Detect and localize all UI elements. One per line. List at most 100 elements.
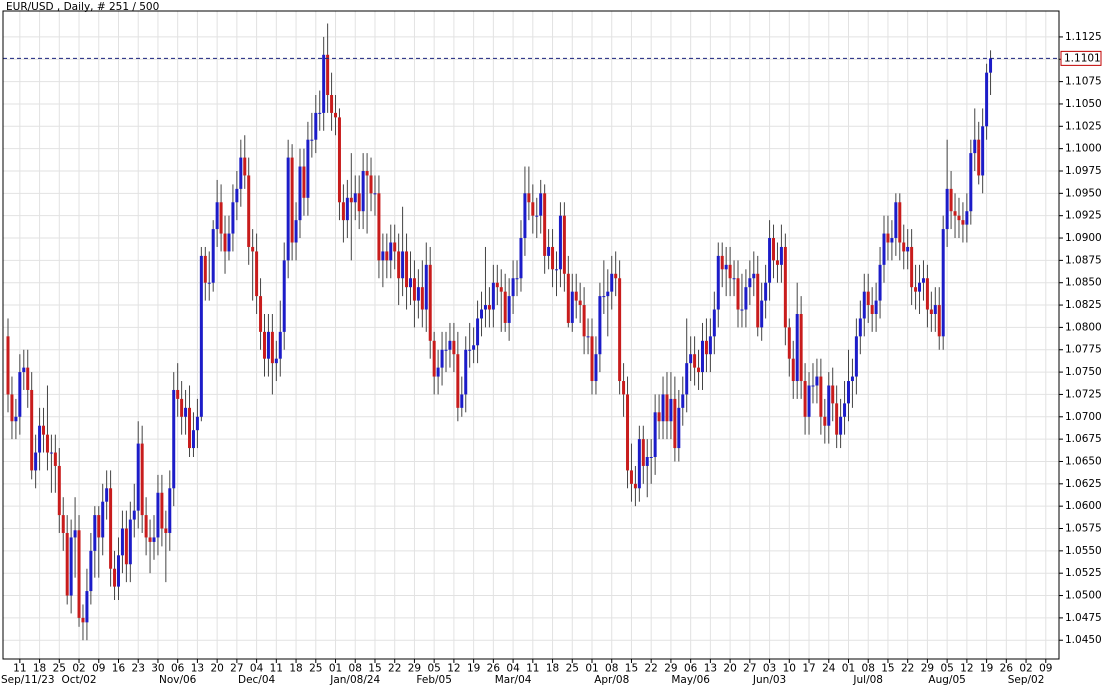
candle-body (732, 278, 736, 280)
candle-body (535, 215, 539, 217)
candle-body (562, 215, 566, 274)
candle-body (823, 416, 827, 426)
y-tick-label: 1.0525 (1065, 567, 1102, 579)
candle-body (957, 215, 961, 221)
candle-body (353, 193, 357, 203)
x-month-label: Nov/06 (159, 674, 197, 686)
candle-body (716, 255, 720, 310)
candle-body (377, 193, 381, 261)
x-tick-label: 25 (309, 662, 322, 674)
y-tick-label: 1.0750 (1065, 366, 1102, 378)
x-month-label: Sep/02 (1008, 674, 1045, 686)
y-tick-label: 1.0925 (1065, 210, 1102, 222)
candle-body (428, 264, 432, 341)
candle-body (412, 278, 416, 301)
candle-body (460, 394, 464, 408)
candle-body (815, 376, 819, 386)
plot-frame (2, 10, 1060, 660)
y-tick-label: 1.0500 (1065, 590, 1102, 602)
y-tick-label: 1.0675 (1065, 433, 1102, 445)
x-tick-label: 30 (151, 662, 164, 674)
candle-body (14, 416, 18, 422)
x-month-label: Mar/04 (495, 674, 532, 686)
candles (6, 23, 993, 641)
x-tick-label: 15 (368, 662, 381, 674)
candle-body (219, 202, 223, 234)
y-tick-label: 1.0850 (1065, 277, 1102, 289)
candle-body (850, 376, 854, 382)
candle-body (373, 193, 377, 195)
candle-body (365, 170, 369, 176)
candle-body (590, 336, 594, 382)
y-tick-label: 1.0625 (1065, 478, 1102, 490)
x-tick-label: 15 (881, 662, 894, 674)
x-month-label: Jul/08 (852, 674, 883, 686)
candle-body (491, 282, 495, 310)
candle-body (337, 117, 341, 203)
x-tick-label: 22 (901, 662, 914, 674)
x-tick-label: 27 (230, 662, 243, 674)
candle-body (389, 242, 393, 261)
x-tick-label: 23 (132, 662, 145, 674)
candle-body (42, 425, 46, 435)
candle-body (811, 385, 815, 387)
x-tick-label: 26 (487, 662, 501, 674)
candle-body (105, 488, 109, 502)
y-tick-label: 1.1125 (1065, 31, 1102, 43)
chart-title: EUR/USD , Daily, # 251 / 500 (6, 1, 159, 13)
candle-body (641, 439, 645, 466)
candle-body (408, 278, 412, 288)
x-tick-label: 09 (1039, 662, 1052, 674)
candle-body (712, 309, 716, 337)
candle-body (977, 139, 981, 176)
candle-body (645, 457, 649, 466)
y-tick-label: 1.0800 (1065, 321, 1102, 333)
candle-body (30, 389, 34, 471)
candle-body (843, 403, 847, 417)
y-tick-label: 1.1050 (1065, 98, 1102, 110)
candle-body (176, 389, 180, 399)
candle-body (661, 394, 665, 422)
candle-body (708, 336, 712, 355)
candle-body (685, 363, 689, 395)
candle-body (22, 367, 26, 373)
candle-body (341, 202, 345, 221)
candle-body (574, 291, 578, 301)
x-tick-label: 10 (783, 662, 796, 674)
candle-body (610, 273, 614, 292)
candle-body (456, 354, 460, 408)
candle-body (314, 112, 318, 140)
y-tick-label: 1.0725 (1065, 388, 1102, 400)
candle-body (503, 291, 507, 323)
candle-body (168, 488, 172, 533)
candle-body (223, 233, 227, 252)
x-tick-label: 18 (289, 662, 302, 674)
candle-body (736, 278, 740, 310)
candle-body (487, 305, 491, 310)
x-month-label: Sep/11/23 (1, 674, 55, 686)
candle-body (243, 157, 247, 176)
candle-body (989, 58, 993, 73)
candle-body (235, 188, 239, 203)
candle-body (405, 251, 409, 288)
candle-body (878, 264, 882, 301)
candle-body (539, 193, 543, 216)
candle-body (965, 211, 969, 225)
candle-body (215, 202, 219, 230)
candle-body (886, 233, 890, 243)
candle-body (57, 465, 61, 516)
candle-body (799, 313, 803, 382)
candle-body (807, 385, 811, 417)
y-tick-label: 1.0975 (1065, 165, 1102, 177)
x-month-label: Feb/05 (416, 674, 452, 686)
candle-body (172, 389, 176, 489)
candle-body (831, 385, 835, 404)
candle-body (827, 385, 831, 426)
candle-body (846, 381, 850, 404)
x-tick-label: 11 (270, 662, 283, 674)
candle-body (669, 398, 673, 422)
candle-body (274, 358, 278, 364)
candle-body (195, 416, 199, 431)
candle-body (554, 269, 558, 271)
